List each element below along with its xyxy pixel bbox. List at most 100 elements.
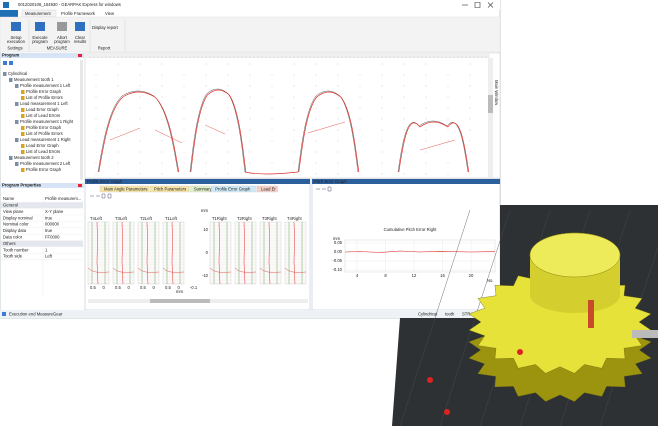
- tree-item[interactable]: Cylindrical: [8, 71, 27, 76]
- grid-dot: [205, 63, 207, 65]
- ribbon-button-label[interactable]: Display report: [92, 25, 119, 30]
- tree-icon[interactable]: [9, 78, 13, 82]
- grid-dot: [117, 162, 119, 164]
- grid-dot: [117, 140, 119, 142]
- tree-icon[interactable]: [15, 162, 19, 166]
- tree-item[interactable]: List of Profile Errors: [26, 95, 63, 100]
- property-value[interactable]: X-Y plane: [45, 209, 64, 214]
- ribbon-button-icon[interactable]: [11, 22, 21, 31]
- tree-item[interactable]: Profile measurement 1 Right: [20, 119, 74, 124]
- tree-icon[interactable]: [3, 72, 7, 76]
- view-tab[interactable]: [256, 185, 278, 193]
- tree-item[interactable]: Profile Error Graph: [26, 125, 62, 130]
- ribbon-button-icon[interactable]: [57, 22, 67, 31]
- property-value[interactable]: 000000: [45, 222, 60, 227]
- view-tab-label[interactable]: Main Angle Parameters: [104, 186, 148, 191]
- grid-dot: [271, 151, 273, 153]
- grid-dot: [139, 129, 141, 131]
- ribbon-button-label[interactable]: Abort program: [54, 35, 70, 44]
- panel-header: [0, 183, 84, 188]
- gear-measured: [190, 89, 247, 173]
- tree-icon[interactable]: [21, 114, 25, 118]
- grid-dot: [249, 96, 251, 98]
- tree-icon[interactable]: [15, 120, 19, 124]
- grid-dot: [403, 129, 405, 131]
- file-tab[interactable]: [0, 10, 18, 17]
- x-tick-label: 8: [384, 273, 387, 278]
- tree-item[interactable]: Measurement tooth 2: [14, 155, 54, 160]
- view-tab[interactable]: [211, 185, 257, 193]
- tree-icon[interactable]: [21, 126, 25, 130]
- ribbon-button-label[interactable]: Clear results: [74, 35, 86, 44]
- grid-dot: [469, 129, 471, 131]
- tree-icon[interactable]: [21, 96, 25, 100]
- property-value[interactable]: Profile measurem...: [45, 196, 81, 201]
- side-tab[interactable]: Main Window: [494, 80, 499, 106]
- grid-dot: [315, 140, 317, 142]
- ribbon-tab[interactable]: View: [105, 11, 115, 16]
- main-view: [84, 52, 501, 179]
- status-text: Execution end MeasureGear: [9, 311, 63, 316]
- tree-item[interactable]: List of Lead Errors: [26, 149, 60, 154]
- property-value[interactable]: Left: [45, 254, 53, 259]
- grid-dot: [403, 85, 405, 87]
- view-tab-label[interactable]: Profile Error Graph: [215, 186, 251, 191]
- tree-icon[interactable]: [21, 144, 25, 148]
- grid-dot: [117, 129, 119, 131]
- tree-icon[interactable]: [21, 90, 25, 94]
- scroll-thumb: [488, 95, 493, 113]
- view-tab[interactable]: [149, 185, 190, 193]
- grid-dot: [205, 118, 207, 120]
- view-tab-label[interactable]: Lead Er: [261, 186, 276, 191]
- ribbon-tab[interactable]: Measurement: [25, 11, 51, 16]
- view-tab[interactable]: [99, 185, 150, 193]
- tree-icon[interactable]: [21, 108, 25, 112]
- tree-item[interactable]: Profile Error Graph: [26, 89, 62, 94]
- property-value[interactable]: 1: [45, 247, 48, 252]
- tree-icon[interactable]: [21, 168, 25, 172]
- tree-item[interactable]: Lead Error Graph: [26, 143, 59, 148]
- grid-dot: [359, 118, 361, 120]
- gear-nominal: [97, 90, 179, 173]
- view-tab-label[interactable]: Pitch Parameters: [154, 186, 186, 191]
- grid-dot: [205, 129, 207, 131]
- graph-band: [166, 222, 181, 284]
- tree-icon[interactable]: [15, 138, 19, 142]
- property-value[interactable]: true: [45, 228, 53, 233]
- grid-dot: [447, 140, 449, 142]
- tree-item[interactable]: Profile Error Graph: [26, 167, 62, 172]
- grid-dot: [139, 151, 141, 153]
- property-value[interactable]: true: [45, 215, 53, 220]
- tree-icon[interactable]: [15, 84, 19, 88]
- ribbon-button-label[interactable]: Execute program: [32, 35, 48, 44]
- tree-item[interactable]: Measurement tooth 1: [14, 77, 54, 82]
- tree-item[interactable]: Profile measurement 2 Left: [20, 161, 71, 166]
- tree-item[interactable]: List of Profile Errors: [26, 131, 63, 136]
- grid-dot: [293, 140, 295, 142]
- grid-dot: [381, 118, 383, 120]
- tree-icon[interactable]: [9, 156, 13, 160]
- tree-icon[interactable]: [15, 102, 19, 106]
- grid-dot: [315, 118, 317, 120]
- ribbon-tab[interactable]: Profile Framework: [61, 11, 96, 16]
- view-tab[interactable]: [189, 185, 211, 193]
- grid-dot: [183, 129, 185, 131]
- tree-icon[interactable]: [21, 132, 25, 136]
- ribbon-button-icon[interactable]: [75, 22, 85, 31]
- tree-item[interactable]: Profile measurement 1 Left: [20, 83, 71, 88]
- ribbon-button-label[interactable]: Setup execution: [7, 35, 26, 44]
- tree-item[interactable]: Lead measurement 1 Right: [20, 137, 71, 142]
- tree-icon[interactable]: [21, 150, 25, 154]
- grid-dot: [139, 96, 141, 98]
- tree-item[interactable]: List of Lead Errors: [26, 113, 60, 118]
- property-value[interactable]: FF0000: [45, 235, 60, 240]
- grid-dot: [183, 63, 185, 65]
- tree-item[interactable]: Lead Error Graph: [26, 107, 59, 112]
- ribbon-button-icon[interactable]: [35, 22, 45, 31]
- view-tab-label[interactable]: Summary: [194, 186, 213, 191]
- grid-dot: [249, 118, 251, 120]
- grid-dot: [315, 107, 317, 109]
- grid-dot: [359, 96, 361, 98]
- tree-item[interactable]: Lead measurement 1 Left: [20, 101, 69, 106]
- grid-dot: [469, 63, 471, 65]
